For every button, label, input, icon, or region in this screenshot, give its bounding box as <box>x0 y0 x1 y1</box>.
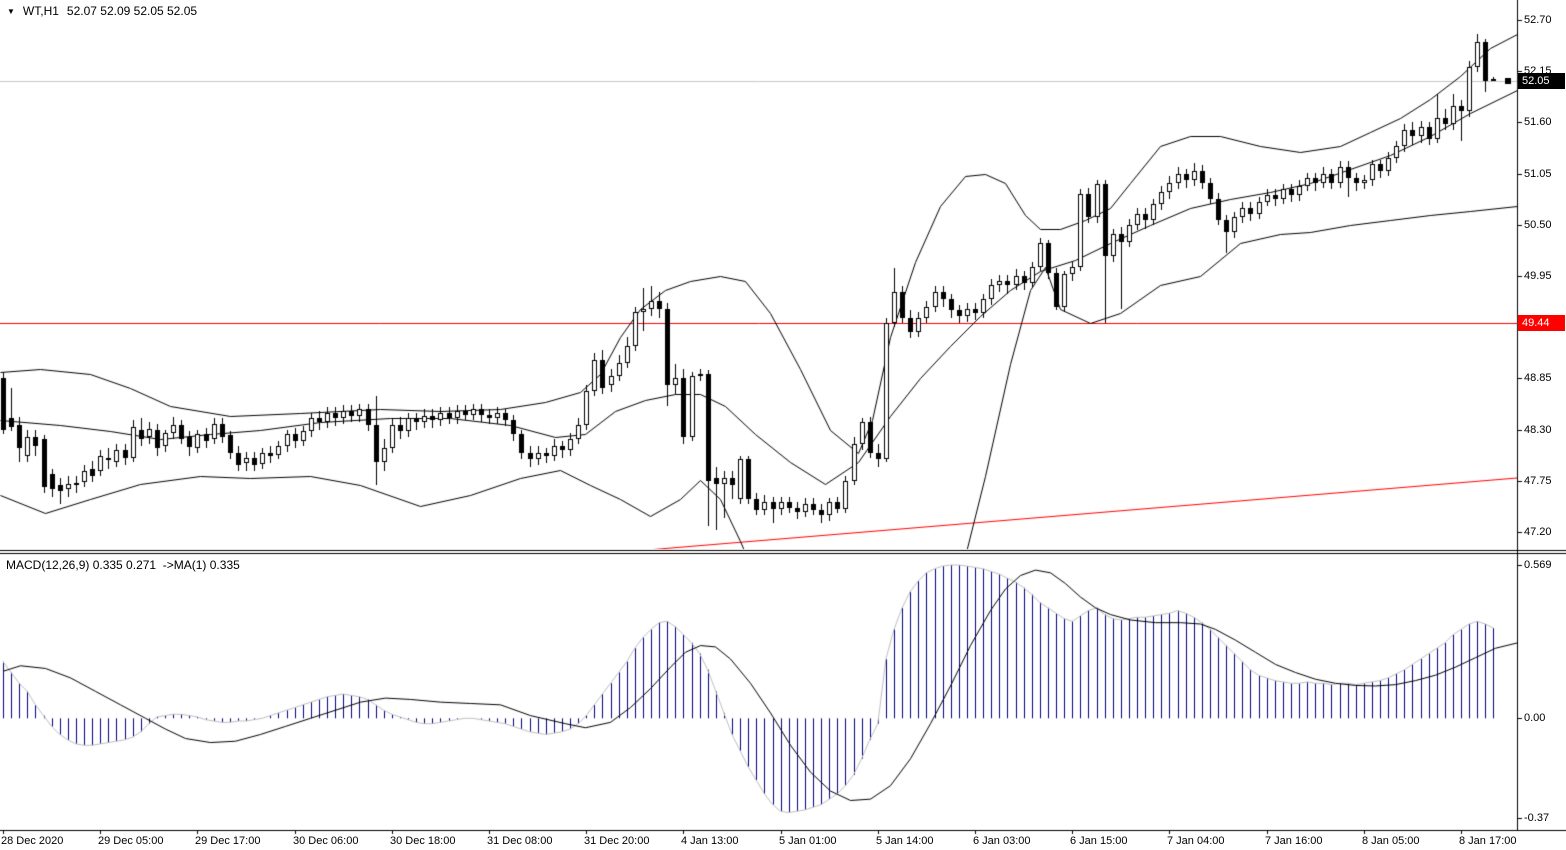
time-axis-label: 5 Jan 01:00 <box>779 835 837 847</box>
price-axis-label: 52.70 <box>1524 14 1552 26</box>
price-axis-label: 47.75 <box>1524 475 1552 487</box>
dropdown-arrow-icon: ▼ <box>7 7 15 16</box>
price-axis-label: 47.20 <box>1524 526 1552 538</box>
time-axis-label: 7 Jan 04:00 <box>1167 835 1225 847</box>
macd-axis-label: -0.37 <box>1524 812 1550 824</box>
time-axis-label: 6 Jan 03:00 <box>973 835 1031 847</box>
price-axis-label: 48.85 <box>1524 372 1552 384</box>
time-axis-label: 4 Jan 13:00 <box>681 835 739 847</box>
time-axis-label: 28 Dec 2020 <box>1 835 64 847</box>
time-axis-label: 8 Jan 17:00 <box>1459 835 1517 847</box>
time-axis-label: 30 Dec 06:00 <box>293 835 359 847</box>
symbol-period-label: WT,H1 <box>22 4 59 18</box>
time-axis-label: 31 Dec 08:00 <box>487 835 553 847</box>
time-axis-label: 8 Jan 05:00 <box>1362 835 1420 847</box>
red-level-tag: 49.44 <box>1518 315 1565 331</box>
time-axis-label: 6 Jan 15:00 <box>1070 835 1128 847</box>
price-axis-label: 50.50 <box>1524 219 1552 231</box>
symbol-title: ▼ WT,H1 52.07 52.09 52.05 52.05 <box>7 4 197 18</box>
price-axis-label: 51.05 <box>1524 168 1552 180</box>
macd-axis-label: 0.00 <box>1524 712 1546 724</box>
time-axis-label: 29 Dec 05:00 <box>98 835 164 847</box>
time-axis-label: 30 Dec 18:00 <box>390 835 456 847</box>
time-axis-label: 31 Dec 20:00 <box>584 835 650 847</box>
price-axis-label: 51.60 <box>1524 116 1552 128</box>
current-price-tag: 52.05 <box>1518 73 1565 89</box>
macd-indicator-label: MACD(12,26,9) 0.335 0.271 ->MA(1) 0.335 <box>6 558 240 572</box>
time-axis-label: 5 Jan 14:00 <box>876 835 934 847</box>
macd-axis-label: 0.569 <box>1524 559 1552 571</box>
price-axis-label: 49.95 <box>1524 270 1552 282</box>
ohlc-readout: 52.07 52.09 52.05 52.05 <box>66 4 198 18</box>
time-axis-label: 7 Jan 16:00 <box>1265 835 1323 847</box>
time-axis-label: 29 Dec 17:00 <box>195 835 261 847</box>
price-axis-label: 48.30 <box>1524 424 1552 436</box>
